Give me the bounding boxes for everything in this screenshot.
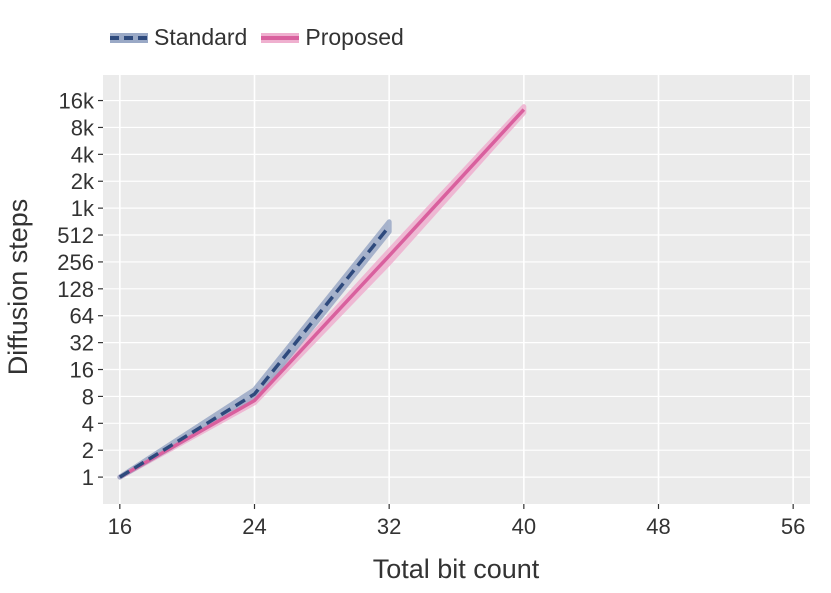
legend: Standard Proposed bbox=[110, 24, 404, 51]
y-tick-label: 2k bbox=[71, 169, 95, 194]
y-tick-label: 32 bbox=[70, 331, 94, 356]
legend-item-standard: Standard bbox=[110, 24, 247, 51]
y-tick-label: 1 bbox=[82, 465, 94, 490]
x-tick-label: 48 bbox=[646, 514, 670, 539]
y-axis-label: Diffusion steps bbox=[3, 199, 33, 376]
line-standard bbox=[118, 225, 391, 479]
x-tick-label: 56 bbox=[781, 514, 805, 539]
y-tick-label: 2 bbox=[82, 438, 94, 463]
x-tick-label: 40 bbox=[512, 514, 536, 539]
x-tick-label: 32 bbox=[377, 514, 401, 539]
legend-swatch-standard bbox=[110, 32, 148, 43]
y-tick-label: 512 bbox=[57, 223, 94, 248]
line-proposed bbox=[118, 108, 526, 479]
legend-item-proposed: Proposed bbox=[261, 24, 404, 51]
y-tick-label: 4k bbox=[71, 142, 95, 167]
y-tick-label: 64 bbox=[70, 304, 94, 329]
legend-swatch-proposed bbox=[261, 32, 300, 43]
y-tick-label: 8 bbox=[82, 384, 94, 409]
y-tick-label: 1k bbox=[71, 196, 95, 221]
x-axis-ticks: 16 24 32 40 48 56 bbox=[108, 504, 805, 539]
y-tick-label: 4 bbox=[82, 411, 94, 436]
x-tick-label: 16 bbox=[108, 514, 132, 539]
plot-background bbox=[103, 75, 810, 504]
y-tick-label: 16k bbox=[59, 89, 95, 114]
y-tick-label: 8k bbox=[71, 115, 95, 140]
y-tick-label: 16 bbox=[70, 358, 94, 383]
legend-label-proposed: Proposed bbox=[305, 24, 404, 50]
x-axis-label: Total bit count bbox=[373, 554, 540, 584]
y-tick-label: 128 bbox=[57, 277, 94, 302]
y-tick-label: 256 bbox=[57, 250, 94, 275]
grid-lines bbox=[103, 75, 810, 504]
legend-label-standard: Standard bbox=[154, 24, 248, 50]
x-tick-label: 24 bbox=[242, 514, 266, 539]
series-lines bbox=[118, 108, 526, 479]
